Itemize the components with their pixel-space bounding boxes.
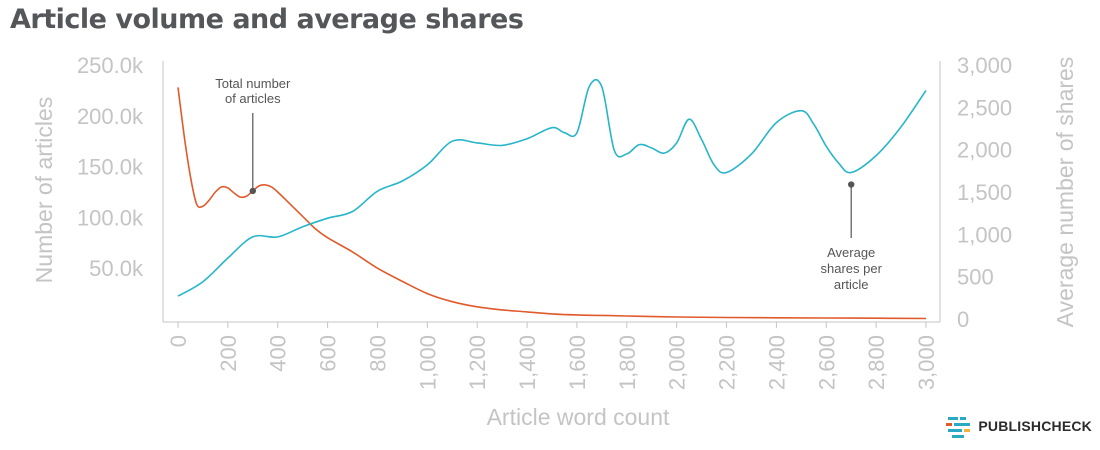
publishcheck-logo-icon [946, 417, 971, 438]
x-axis-title: Article word count [487, 404, 670, 430]
y-right-tick-label: 2,500 [957, 95, 1012, 120]
x-tick-label: 1,600 [565, 335, 590, 390]
y-right-tick-label: 1,000 [957, 222, 1012, 247]
annotation-label: article [834, 277, 869, 292]
y-left-axis-title: Number of articles [31, 97, 57, 284]
y-right-tick-label: 0 [957, 307, 969, 332]
x-tick-label: 2,200 [715, 335, 740, 390]
x-tick-label: 200 [216, 335, 241, 372]
y-right-tick-label: 2,000 [957, 138, 1012, 163]
y-right-tick-label: 3,000 [957, 53, 1012, 78]
x-tick-label: 600 [316, 335, 341, 372]
average-shares-line [177, 78, 927, 297]
y-left-tick-label: 50.0k [89, 256, 144, 281]
x-tick-label: 800 [365, 335, 390, 372]
y-right-tick-label: 1,500 [957, 180, 1012, 205]
x-tick-label: 2,000 [665, 335, 690, 390]
y-left-tick-label: 100.0k [77, 205, 144, 230]
x-tick-label: 2,600 [814, 335, 839, 390]
x-tick-label: 400 [266, 335, 291, 372]
article-count-line [177, 87, 927, 320]
y-right-tick-label: 500 [957, 265, 994, 290]
x-tick-label: 2,800 [864, 335, 889, 390]
annotation-marker [249, 187, 256, 195]
y-right-axis-title: Average number of shares [1052, 57, 1078, 328]
annotation-label: of articles [225, 91, 281, 106]
x-tick-label: 1,000 [415, 335, 440, 390]
brand-logo: PUBLISHCHECK [946, 414, 1092, 438]
chart-title: Article volume and average shares [10, 4, 524, 35]
annotation-label: Average [827, 245, 875, 260]
x-tick-label: 1,800 [615, 335, 640, 390]
y-left-tick-label: 150.0k [77, 155, 144, 180]
x-tick-label: 3,000 [914, 335, 939, 390]
x-tick-label: 2,400 [764, 335, 789, 390]
x-tick-label: 1,200 [465, 335, 490, 390]
annotation-label: shares per [820, 261, 882, 276]
x-tick-label: 0 [166, 335, 191, 347]
annotation-marker [848, 181, 855, 188]
brand-name: PUBLISHCHECK [978, 418, 1092, 434]
annotation-label: Total number [215, 76, 291, 91]
y-left-tick-label: 200.0k [77, 104, 144, 129]
y-left-tick-label: 250.0k [77, 53, 144, 78]
x-tick-label: 1,400 [515, 335, 540, 390]
